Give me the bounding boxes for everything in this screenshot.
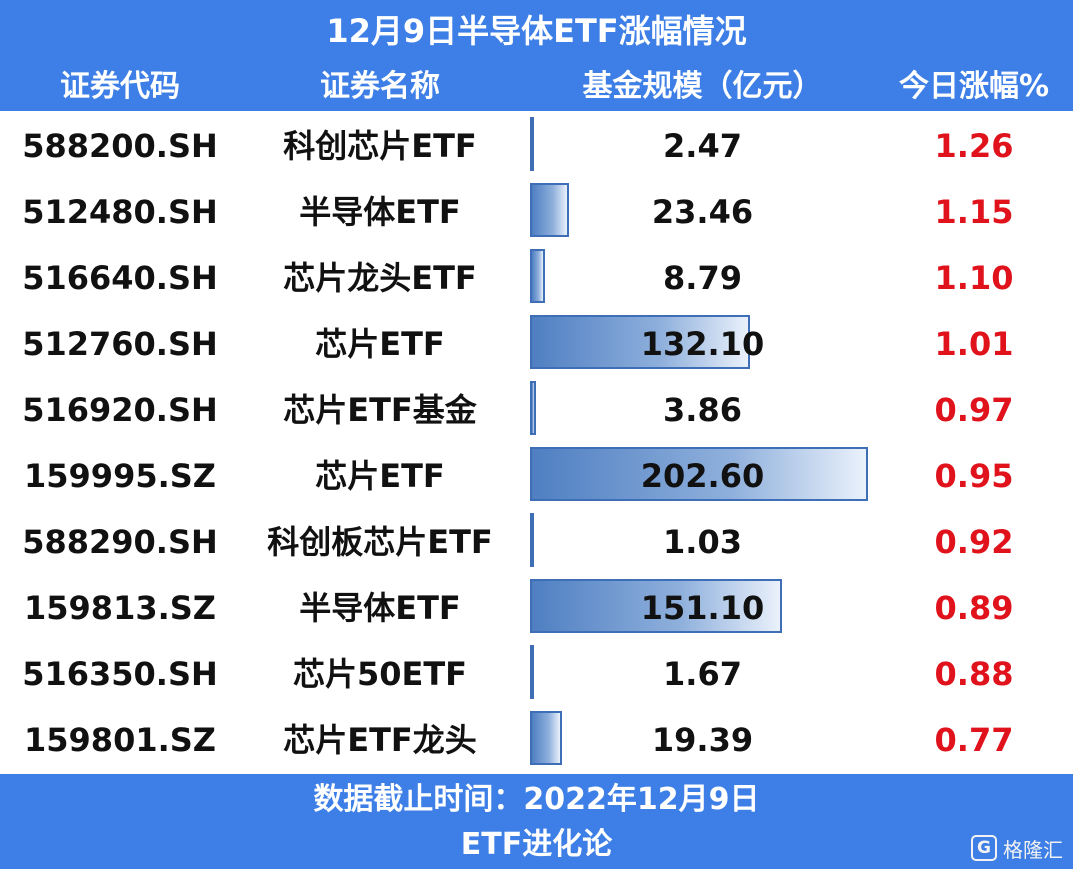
cell-code: 588290.SH — [22, 523, 218, 561]
table-row: 588290.SH 科创板芯片ETF 1.03 0.92 — [0, 507, 1073, 573]
header-change: 今日涨幅% — [898, 69, 1050, 104]
cell-size: 151.10 — [530, 573, 875, 639]
cell-change: 1.10 — [934, 259, 1014, 297]
cell-code: 516640.SH — [22, 259, 218, 297]
table-row: 512760.SH 芯片ETF 132.10 1.01 — [0, 309, 1073, 375]
size-value-label: 8.79 — [663, 259, 742, 297]
cell-name: 芯片50ETF — [292, 655, 468, 693]
size-bar — [530, 117, 535, 171]
size-value-label: 19.39 — [651, 721, 754, 759]
table-row: 516350.SH 芯片50ETF 1.67 0.88 — [0, 639, 1073, 705]
cell-code: 159801.SZ — [24, 721, 216, 759]
watermark-text: 格隆汇 — [1003, 837, 1063, 862]
table-body: 588200.SH 科创芯片ETF 2.47 1.26 512480.SH 半导体ETF 2… — [0, 111, 1073, 774]
watermark-logo-icon: G — [971, 835, 997, 861]
table-footer: 数据截止时间：2022年12月9日 ETF进化论 G 格隆汇 — [0, 774, 1073, 869]
header-code: 证券代码 — [60, 69, 180, 104]
table-row: 159995.SZ 芯片ETF 202.60 0.95 — [0, 441, 1073, 507]
cell-size: 202.60 — [530, 441, 875, 507]
size-value-label: 3.86 — [663, 391, 742, 429]
table-row: 159801.SZ 芯片ETF龙头 19.39 0.77 — [0, 705, 1073, 771]
cell-size: 8.79 — [530, 243, 875, 309]
cell-change: 0.88 — [934, 655, 1014, 693]
header-size: 基金规模（亿元） — [582, 69, 823, 104]
size-bar — [530, 645, 534, 699]
table-row: 516920.SH 芯片ETF基金 3.86 0.97 — [0, 375, 1073, 441]
size-bar — [530, 513, 534, 567]
cell-name: 芯片ETF基金 — [283, 391, 477, 429]
cell-code: 512760.SH — [22, 325, 218, 363]
chart-title: 12月9日半导体ETF涨幅情况 — [326, 12, 747, 50]
cell-code: 516920.SH — [22, 391, 218, 429]
source-label: ETF进化论 — [460, 827, 613, 862]
size-value-label: 1.67 — [663, 655, 742, 693]
cell-name: 芯片ETF龙头 — [283, 721, 477, 759]
table-row: 516640.SH 芯片龙头ETF 8.79 1.10 — [0, 243, 1073, 309]
cell-name: 科创板芯片ETF — [267, 523, 493, 561]
cell-name: 芯片ETF — [315, 457, 445, 495]
cell-name: 科创芯片ETF — [283, 127, 477, 165]
cell-name: 半导体ETF — [299, 589, 461, 627]
table-row: 159813.SZ 半导体ETF 151.10 0.89 — [0, 573, 1073, 639]
cell-code: 588200.SH — [22, 127, 218, 165]
cell-change: 0.89 — [934, 589, 1014, 627]
cell-code: 512480.SH — [22, 193, 218, 231]
cell-code: 516350.SH — [22, 655, 218, 693]
cell-change: 0.97 — [934, 391, 1014, 429]
size-value-label: 2.47 — [663, 127, 742, 165]
size-bar — [530, 183, 570, 237]
size-bar — [530, 579, 783, 633]
watermark: G 格隆汇 — [971, 833, 1063, 863]
size-value-label: 23.46 — [651, 193, 754, 231]
table-row: 512480.SH 半导体ETF 23.46 1.15 — [0, 177, 1073, 243]
table-row: 588200.SH 科创芯片ETF 2.47 1.26 — [0, 111, 1073, 177]
data-cutoff-note: 数据截止时间：2022年12月9日 — [313, 782, 760, 817]
size-value-label: 202.60 — [640, 457, 765, 495]
header-name: 证券名称 — [320, 69, 440, 104]
size-bar — [530, 249, 545, 303]
size-bar — [530, 381, 537, 435]
cell-change: 0.77 — [934, 721, 1014, 759]
cell-size: 19.39 — [530, 705, 875, 771]
size-bar — [530, 315, 751, 369]
cell-name: 芯片龙头ETF — [283, 259, 477, 297]
cell-size: 23.46 — [530, 177, 875, 243]
size-value-label: 151.10 — [640, 589, 765, 627]
cell-size: 2.47 — [530, 111, 875, 177]
cell-code: 159995.SZ — [24, 457, 216, 495]
cell-change: 0.92 — [934, 523, 1014, 561]
size-value-label: 1.03 — [663, 523, 742, 561]
table-header: 12月9日半导体ETF涨幅情况 证券代码 证券名称 基金规模（亿元） 今日涨幅% — [0, 0, 1073, 111]
cell-name: 芯片ETF — [315, 325, 445, 363]
cell-size: 1.03 — [530, 507, 875, 573]
cell-change: 1.15 — [934, 193, 1014, 231]
cell-name: 半导体ETF — [299, 193, 461, 231]
cell-change: 1.01 — [934, 325, 1014, 363]
cell-change: 1.26 — [934, 127, 1014, 165]
size-bar — [530, 447, 868, 501]
cell-size: 3.86 — [530, 375, 875, 441]
cell-size: 1.67 — [530, 639, 875, 705]
size-bar — [530, 711, 563, 765]
cell-size: 132.10 — [530, 309, 875, 375]
cell-code: 159813.SZ — [24, 589, 216, 627]
cell-change: 0.95 — [934, 457, 1014, 495]
size-value-label: 132.10 — [640, 325, 765, 363]
